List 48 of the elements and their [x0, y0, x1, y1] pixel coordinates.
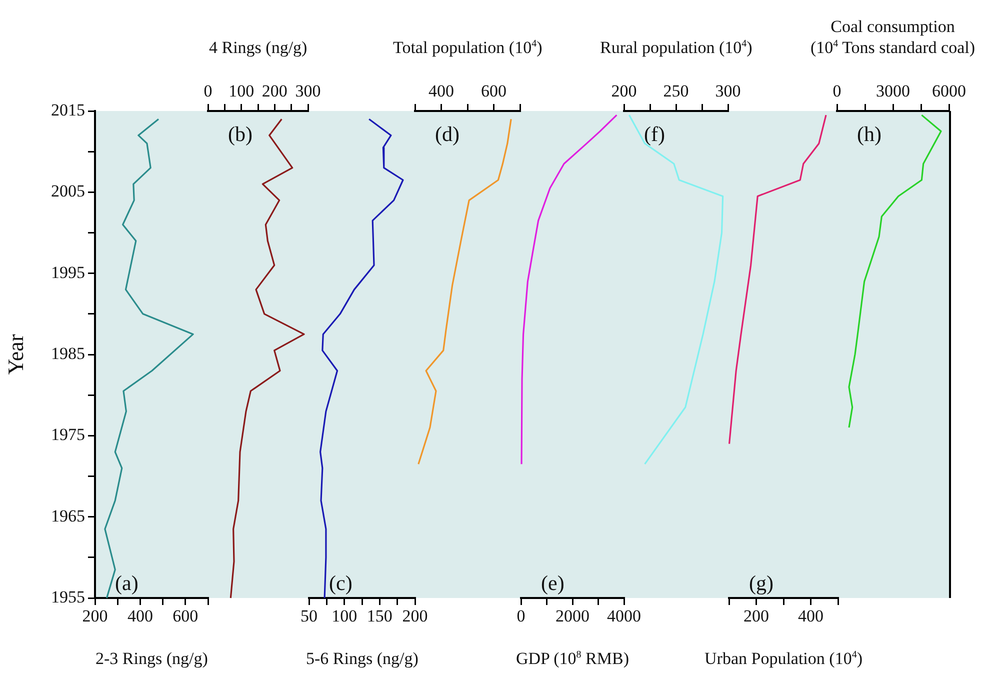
x-tick-label: 0	[832, 81, 842, 100]
x-axis-title: 4 Rings (ng/g)	[209, 36, 308, 58]
x-tick-label: 0	[516, 606, 526, 626]
x-tick-label: 50	[300, 606, 318, 626]
y-tick-label: 2015	[51, 100, 85, 120]
x-tick-label: 200	[744, 606, 769, 626]
x-axis-title: 5-6 Rings (ng/g)	[306, 648, 418, 670]
x-tick-label: 100	[332, 606, 358, 626]
x-tick-label: 200	[262, 81, 288, 100]
annotation: (d)	[435, 122, 460, 146]
annotation: (g)	[749, 571, 774, 595]
annotation: (a)	[115, 571, 138, 595]
x-tick-label: 200	[82, 606, 108, 626]
y-tick-label: 1985	[51, 344, 85, 363]
y-axis-title: Year	[2, 334, 28, 375]
x-axis-title: Rural population (10$^{4}$)	[600, 36, 752, 58]
annotation: (e)	[541, 571, 564, 595]
x-axis-title: Urban Population (10$^{4}$)	[704, 648, 862, 670]
y-tick-label: 1955	[51, 587, 85, 606]
x-axis-title: 2-3 Rings (ng/g)	[96, 648, 208, 670]
x-tick-label: 300	[715, 81, 741, 100]
x-tick-label: 600	[481, 81, 506, 100]
x-tick-label: 150	[366, 606, 392, 626]
x-tick-label: 200	[611, 81, 637, 100]
x-axis-title: Coal consumption (10$^{4}$ Tons standard coal)	[810, 16, 975, 58]
x-axis-title: GDP (10$^{8}$ RMB)	[516, 648, 630, 670]
x-tick-label: 0	[204, 81, 212, 100]
x-tick-label: 3000	[876, 81, 910, 100]
x-tick-label: 4000	[607, 606, 641, 626]
x-tick-label: 250	[663, 81, 689, 100]
annotation: (h)	[857, 122, 882, 146]
annotation: (b)	[228, 122, 252, 146]
annotation: (c)	[329, 571, 352, 595]
x-tick-label: 400	[127, 606, 153, 626]
x-tick-label: 600	[172, 606, 198, 626]
x-tick-label: 6000	[932, 81, 966, 100]
x-tick-label: 2000	[556, 606, 590, 626]
annotation: (f)	[644, 122, 665, 146]
y-tick-label: 2005	[51, 182, 85, 201]
x-tick-label: 200	[402, 606, 428, 626]
y-tick-label: 1995	[51, 262, 85, 282]
x-tick-label: 400	[428, 81, 454, 100]
x-tick-label: 400	[798, 606, 824, 626]
y-tick-label: 1975	[51, 425, 85, 444]
x-tick-label: 300	[295, 81, 321, 100]
x-tick-label: 100	[228, 81, 254, 100]
x-axis-title: Total population (10$^{4}$)	[393, 36, 542, 58]
y-tick-label: 1965	[51, 506, 85, 526]
